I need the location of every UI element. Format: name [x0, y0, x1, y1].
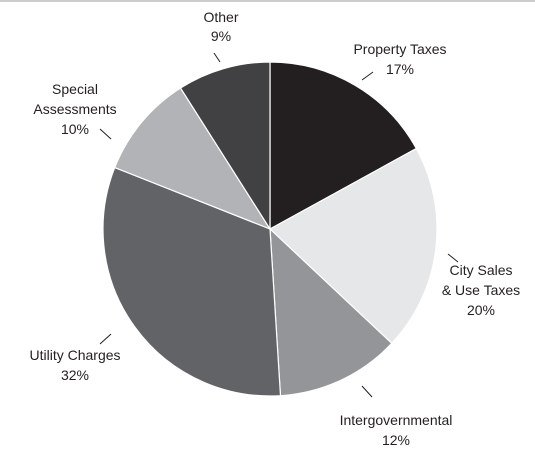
slice-label-city-sales-use-taxes: City Sales & Use Taxes 20%	[442, 262, 520, 318]
leader-line	[213, 52, 221, 63]
pie-slice-special-assessments	[114, 87, 271, 230]
leader-line	[447, 253, 459, 263]
slice-label-property-taxes: Property Taxes 17%	[353, 41, 446, 77]
slice-label-intergovernmental: Intergovernmental 12%	[340, 412, 453, 448]
slice-name: Assessments	[33, 101, 116, 117]
slice-percent: 32%	[61, 367, 89, 383]
pie-slice-intergovernmental	[269, 228, 393, 397]
slice-name: Property Taxes	[353, 41, 446, 57]
pie-slice-other	[179, 61, 271, 230]
slice-label-utility-charges: Utility Charges 32%	[29, 347, 120, 383]
leader-line	[99, 128, 112, 140]
pie-slice-city-sales-use-taxes	[269, 147, 438, 344]
slice-percent: 10%	[61, 121, 89, 137]
slice-name: City Sales	[449, 262, 512, 278]
slice-name: Intergovernmental	[340, 412, 453, 428]
slice-name: Special	[52, 81, 98, 97]
slice-name: & Use Taxes	[442, 282, 520, 298]
slice-percent: 17%	[386, 61, 414, 77]
slice-name: Utility Charges	[29, 347, 120, 363]
pie-slice-property-taxes	[269, 61, 417, 230]
slice-name: Other	[203, 9, 238, 25]
slice-percent: 12%	[382, 432, 410, 448]
slice-label-other: Other 9%	[203, 9, 238, 44]
slice-percent: 20%	[467, 302, 495, 318]
pie-slice-utility-charges	[102, 166, 282, 397]
leader-line	[99, 333, 112, 345]
leader-line	[361, 71, 374, 81]
slice-label-special-assessments: Special Assessments 10%	[33, 81, 116, 137]
slice-percent: 9%	[211, 28, 231, 44]
leader-line	[361, 385, 373, 398]
